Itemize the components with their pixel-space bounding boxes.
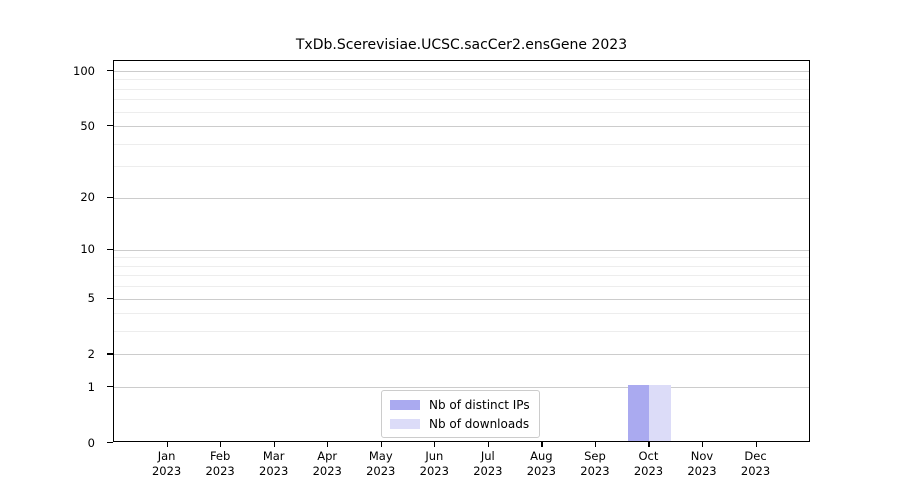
plot-area: Nb of distinct IPs Nb of downloads [113,60,810,442]
legend-swatch-downloads [390,418,420,429]
x-tick-label: Aug 2023 [526,449,557,478]
legend-item-distinct-ips: Nb of distinct IPs [390,397,530,412]
bar-nb-of-downloads-oct-2023 [649,385,671,441]
minor-gridline [114,265,809,267]
x-tick-label: Sep 2023 [580,449,610,478]
x-tick-mark [702,442,704,447]
legend-item-downloads: Nb of downloads [390,416,530,431]
y-tick-mark [107,386,113,388]
x-tick-label: Mar 2023 [259,449,289,478]
minor-gridline [114,331,809,333]
x-tick-label: Jul 2023 [473,449,503,478]
y-tick-label: 100 [73,63,95,78]
minor-gridline [114,88,809,90]
legend: Nb of distinct IPs Nb of downloads [381,390,540,438]
x-tick-mark [648,442,650,447]
y-tick-label: 10 [80,242,95,257]
minor-gridline [114,286,809,288]
x-tick-label: Feb 2023 [205,449,235,478]
y-tick-mark [107,196,113,198]
major-gridline [114,298,809,300]
y-tick-mark [107,125,113,127]
x-tick-label: May 2023 [366,449,396,478]
y-tick-label: 20 [80,190,95,205]
y-tick-mark [107,248,113,250]
x-tick-mark [166,442,168,447]
major-gridline [114,197,809,199]
minor-gridline [114,257,809,259]
minor-gridline [114,79,809,81]
x-tick-label: Apr 2023 [312,449,342,478]
minor-gridline [114,313,809,315]
x-tick-mark [273,442,275,447]
major-gridline [114,387,809,389]
y-tick-mark [107,442,113,444]
x-tick-mark [327,442,329,447]
x-tick-mark [434,442,436,447]
x-tick-mark [755,442,757,447]
y-tick-mark [107,297,113,299]
y-tick-mark [107,353,113,355]
x-tick-label: Jan 2023 [151,449,182,478]
x-tick-mark [594,442,597,447]
minor-gridline [114,275,809,277]
bar-nb-of-distinct-ips-oct-2023 [628,385,650,441]
major-gridline [114,354,809,356]
minor-gridline [114,111,809,113]
y-tick-label: 2 [87,346,95,361]
minor-gridline [114,99,809,101]
legend-label-downloads: Nb of downloads [429,416,530,431]
y-tick-label: 1 [87,379,95,394]
minor-gridline [114,166,809,168]
y-tick-label: 5 [87,291,95,306]
y-tick-label: 0 [87,435,95,450]
x-tick-label: Oct 2023 [633,449,664,478]
y-tick-mark [107,70,113,72]
x-tick-mark [541,442,543,447]
legend-label-distinct-ips: Nb of distinct IPs [429,397,530,412]
legend-swatch-distinct-ips [390,399,420,410]
major-gridline [114,126,809,128]
minor-gridline [114,143,809,145]
y-tick-label: 50 [80,118,95,133]
x-tick-mark [487,442,490,447]
x-tick-label: Dec 2023 [740,449,771,478]
x-tick-mark [380,442,382,447]
chart-title: TxDb.Scerevisiae.UCSC.sacCer2.ensGene 20… [295,37,628,53]
x-tick-mark [220,442,222,447]
x-tick-label: Jun 2023 [419,449,449,478]
major-gridline [114,249,809,251]
major-gridline [114,71,809,72]
x-tick-label: Nov 2023 [687,449,717,478]
